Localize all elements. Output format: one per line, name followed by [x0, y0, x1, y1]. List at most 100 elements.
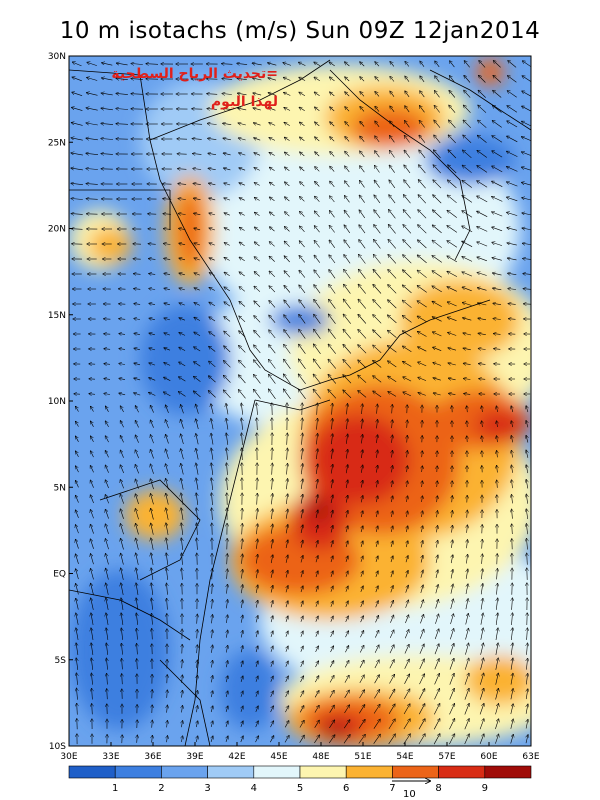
- wind-arrow: [374, 180, 380, 188]
- wind-arrow: [448, 150, 457, 159]
- wind-arrow: [150, 420, 154, 428]
- wind-arrow: [224, 183, 231, 185]
- wind-arrow: [361, 465, 362, 473]
- wind-arrow: [301, 510, 303, 519]
- wind-arrow: [448, 333, 457, 336]
- wind-arrow: [389, 165, 395, 173]
- wind-arrow: [131, 64, 143, 65]
- reference-vector: 10: [392, 781, 430, 800]
- wind-arrow: [492, 258, 502, 261]
- wind-arrow: [376, 511, 378, 518]
- wind-arrow: [238, 108, 247, 110]
- wind-arrow: [179, 333, 186, 336]
- wind-arrow: [494, 334, 501, 335]
- wind-arrow: [479, 61, 486, 68]
- wind-arrow: [479, 364, 486, 365]
- wind-arrow: [404, 150, 411, 158]
- wind-arrow: [479, 76, 486, 83]
- wind-arrow: [493, 106, 502, 113]
- wind-arrow: [316, 525, 318, 533]
- wind-arrow: [222, 94, 232, 95]
- wind-arrow: [507, 197, 518, 202]
- wind-arrow: [224, 243, 230, 246]
- wind-arrow: [420, 91, 425, 98]
- wind-arrow: [284, 286, 291, 293]
- wind-arrow: [331, 571, 333, 577]
- wind-arrow: [406, 541, 408, 548]
- wind-arrow: [86, 123, 98, 126]
- wind-arrow: [136, 538, 139, 550]
- wind-arrow: [239, 360, 246, 368]
- wind-arrow: [226, 448, 227, 460]
- wind-arrow: [331, 510, 333, 518]
- legend-level-label: 4: [251, 783, 257, 794]
- wind-arrow: [223, 153, 231, 155]
- wind-arrow: [150, 435, 154, 444]
- wind-arrow: [418, 225, 427, 234]
- wind-arrow: [136, 553, 139, 565]
- lat-label: 10S: [49, 742, 66, 752]
- wind-arrow: [86, 108, 98, 111]
- wind-arrow: [237, 78, 247, 79]
- wind-arrow: [150, 479, 154, 490]
- wind-arrow: [407, 451, 408, 458]
- wind-arrow: [526, 421, 528, 428]
- wind-arrow: [493, 288, 502, 290]
- wind-arrow: [254, 345, 261, 354]
- wind-arrow: [238, 123, 246, 125]
- wind-arrow: [272, 479, 273, 490]
- wind-arrow: [376, 571, 378, 578]
- wind-arrow: [134, 393, 141, 395]
- wind-arrow: [343, 329, 352, 339]
- wind-arrow: [269, 153, 275, 156]
- wind-arrow: [419, 165, 426, 174]
- wind-arrow: [492, 181, 503, 187]
- wind-arrow: [419, 135, 426, 143]
- wind-arrow: [316, 571, 318, 578]
- wind-arrow: [241, 403, 242, 415]
- wind-arrow: [192, 139, 202, 140]
- wind-arrow: [90, 524, 94, 534]
- wind-arrow: [420, 61, 425, 67]
- wind-arrow: [224, 390, 231, 399]
- wind-arrow: [87, 62, 97, 66]
- wind-arrow: [420, 76, 425, 83]
- wind-arrow: [361, 450, 362, 459]
- wind-arrow: [194, 332, 201, 337]
- wind-arrow: [241, 570, 242, 579]
- wind-arrow: [330, 166, 335, 172]
- wind-arrow: [433, 165, 442, 174]
- wind-arrow: [90, 539, 94, 549]
- wind-arrow: [299, 92, 306, 96]
- wind-arrow: [422, 466, 423, 473]
- wind-arrow: [373, 330, 382, 339]
- lon-label: 36E: [144, 752, 161, 762]
- wind-arrow: [360, 122, 365, 127]
- wind-arrow: [179, 258, 186, 260]
- wind-arrow: [375, 136, 380, 143]
- wind-arrow: [194, 273, 200, 275]
- wind-arrow: [463, 363, 471, 364]
- wind-arrow: [388, 270, 397, 279]
- wind-arrow: [360, 77, 365, 82]
- wind-arrow: [328, 344, 336, 354]
- wind-arrow: [388, 300, 397, 309]
- wind-arrow: [451, 570, 453, 579]
- wind-arrow: [76, 539, 79, 549]
- wind-arrow: [374, 225, 381, 234]
- wind-arrow: [106, 568, 109, 580]
- wind-arrow: [313, 374, 321, 384]
- wind-arrow: [224, 258, 230, 261]
- wind-arrow: [447, 287, 457, 292]
- wind-arrow: [373, 345, 382, 354]
- wind-arrow: [330, 181, 335, 187]
- wind-arrow: [164, 363, 171, 366]
- wind-arrow: [346, 511, 348, 518]
- wind-arrow: [287, 433, 288, 445]
- wind-arrow: [252, 63, 262, 65]
- wind-arrow: [405, 121, 410, 128]
- wind-arrow: [477, 151, 487, 158]
- wind-arrow: [436, 541, 437, 548]
- wind-arrow: [449, 393, 456, 394]
- wind-arrow: [181, 538, 182, 550]
